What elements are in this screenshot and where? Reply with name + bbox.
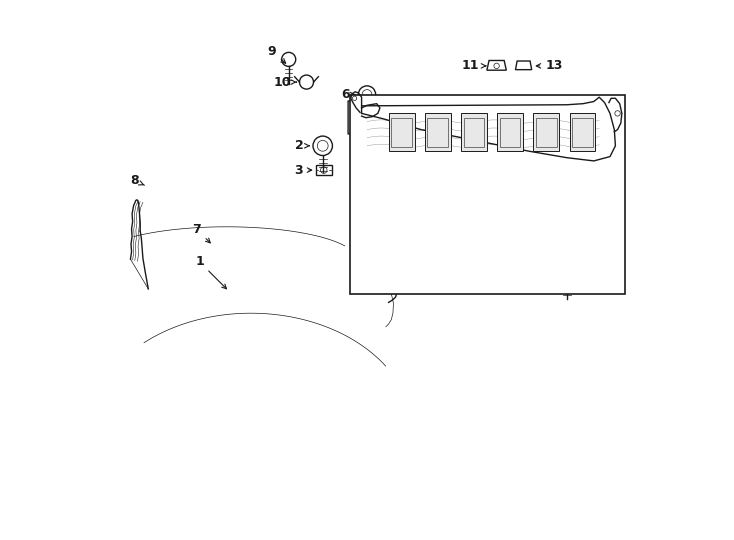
Text: 4: 4 [417, 174, 426, 206]
Circle shape [358, 86, 376, 103]
Polygon shape [515, 61, 531, 70]
Polygon shape [362, 97, 615, 161]
Text: 11: 11 [462, 59, 486, 72]
Text: 12: 12 [534, 271, 559, 284]
Circle shape [313, 136, 333, 156]
Circle shape [299, 75, 313, 89]
Circle shape [560, 270, 574, 284]
Circle shape [533, 163, 547, 177]
Circle shape [282, 52, 296, 66]
Bar [349, 94, 625, 294]
Text: 9: 9 [268, 45, 286, 63]
Bar [497, 113, 523, 151]
Bar [500, 118, 520, 147]
Bar [570, 113, 595, 151]
Text: 7: 7 [192, 223, 210, 243]
Text: 6: 6 [341, 88, 355, 101]
Polygon shape [487, 60, 506, 70]
Bar [461, 113, 487, 151]
Text: 3: 3 [294, 164, 312, 177]
Text: 13: 13 [537, 59, 562, 72]
Bar [425, 113, 451, 151]
Bar [573, 118, 593, 147]
Bar [534, 113, 559, 151]
Bar [316, 165, 332, 175]
Text: 5: 5 [525, 177, 535, 195]
Bar [427, 118, 448, 147]
Bar [536, 118, 556, 147]
Text: 8: 8 [131, 174, 145, 187]
Text: 10: 10 [274, 76, 297, 89]
Bar [388, 113, 415, 151]
Bar [391, 118, 412, 147]
Text: 2: 2 [295, 139, 310, 152]
Bar [464, 118, 484, 147]
Text: 1: 1 [195, 255, 227, 289]
